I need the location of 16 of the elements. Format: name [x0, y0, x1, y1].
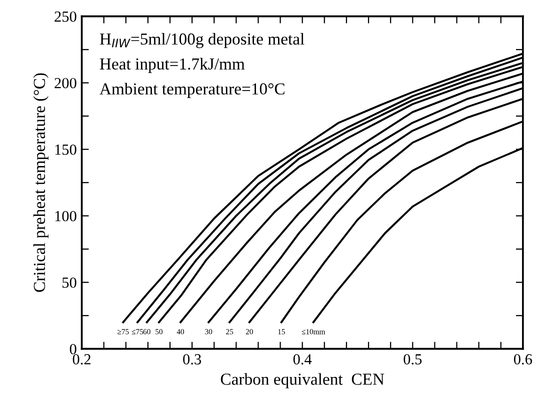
- y-tick-label: 100: [55, 210, 76, 222]
- x-tick-label: 0.4: [293, 354, 312, 365]
- y-axis-title: Critical preheat temperature (°C): [33, 73, 48, 292]
- y-tick-label: 50: [62, 277, 76, 288]
- y-tick-label: 0: [70, 344, 76, 354]
- annotation: Heat input=1.7kJ/mm: [100, 58, 245, 73]
- x-tick-label: 0.2: [72, 354, 90, 365]
- x-axis-title: Carbon equivalent CEN: [220, 373, 384, 388]
- annotation: H$_{IIW}$=5ml/100g deposite metal: [100, 32, 304, 48]
- annotation: Ambient temperature=10°C: [100, 82, 284, 98]
- y-tick-label: 250: [54, 11, 76, 22]
- x-tick-label: 0.6: [514, 354, 532, 365]
- x-tick-label: 0.5: [404, 354, 422, 365]
- y-tick-label: 200: [54, 78, 76, 88]
- y-tick-label: 150: [55, 144, 76, 155]
- x-tick-label: 0.3: [183, 354, 202, 365]
